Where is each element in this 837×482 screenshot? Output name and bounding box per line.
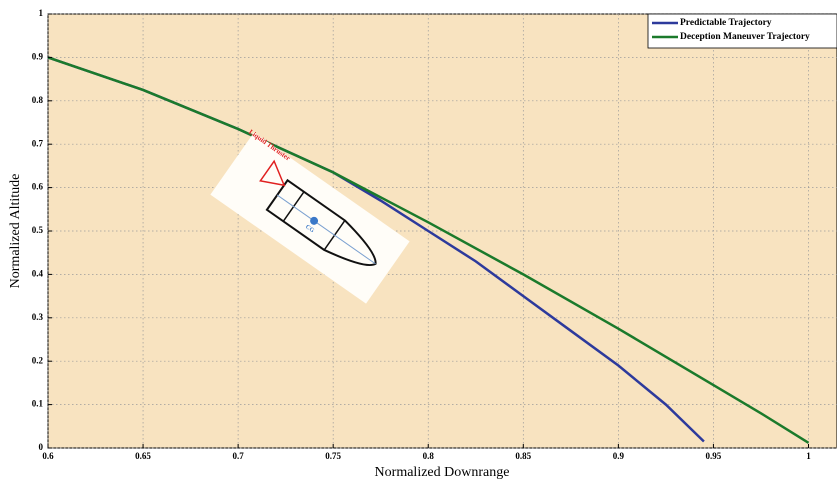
x-tick-label: 0.75 <box>325 451 341 461</box>
y-tick-label: 0.2 <box>32 355 44 365</box>
x-tick-label: 0.65 <box>135 451 151 461</box>
legend-label: Deception Maneuver Trajectory <box>680 32 810 42</box>
y-tick-label: 0.7 <box>32 138 44 148</box>
y-tick-label: 0.8 <box>32 95 44 105</box>
x-axis-label: Normalized Downrange <box>375 465 510 480</box>
y-tick-label: 0.9 <box>32 51 44 61</box>
y-tick-label: 0 <box>39 442 44 452</box>
x-tick-label: 0.85 <box>515 451 531 461</box>
y-tick-label: 0.3 <box>32 312 44 322</box>
legend-label: Predictable Trajectory <box>680 18 772 28</box>
y-tick-label: 0.5 <box>32 225 44 235</box>
y-tick-label: 0.6 <box>32 182 44 192</box>
x-tick-label: 0.6 <box>42 451 54 461</box>
x-tick-label: 0.95 <box>706 451 722 461</box>
y-tick-label: 0.1 <box>32 399 44 409</box>
x-tick-label: 0.9 <box>613 451 625 461</box>
x-tick-label: 0.7 <box>232 451 244 461</box>
chart: Liquid Thruster CG 0.60.650.70.750.80.85… <box>0 0 837 482</box>
x-tick-label: 0.8 <box>423 451 435 461</box>
y-axis-label: Normalized Altitude <box>8 174 23 289</box>
y-tick-label: 0.4 <box>32 268 44 278</box>
y-tick-label: 1 <box>39 8 44 18</box>
x-tick-label: 1 <box>806 451 811 461</box>
